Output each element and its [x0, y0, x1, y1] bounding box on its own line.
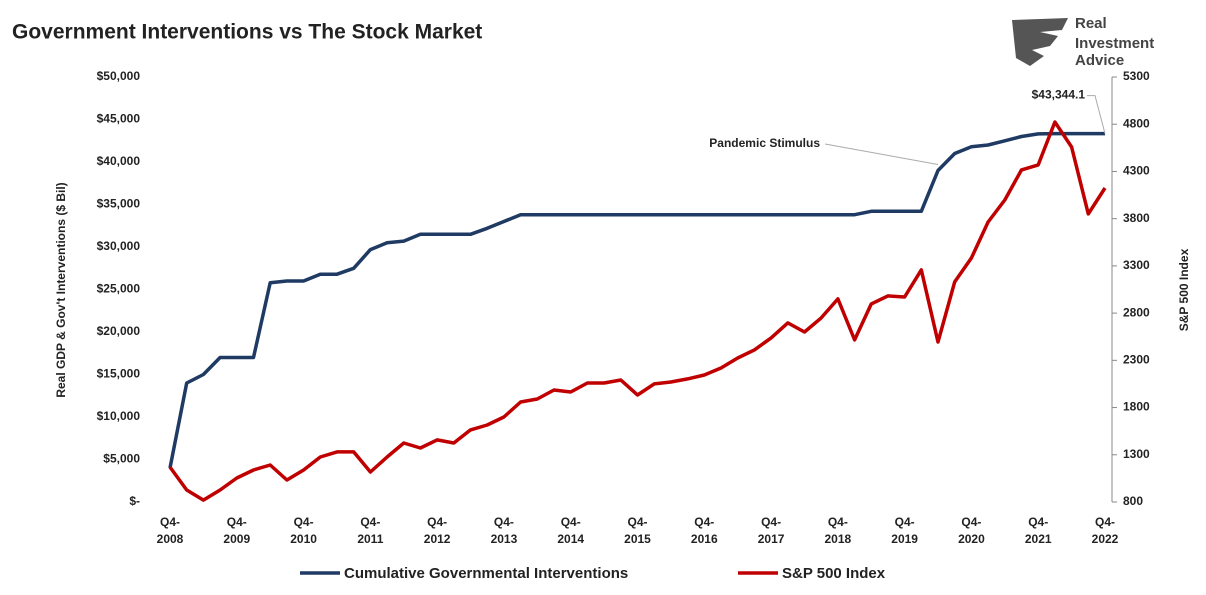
- x-tick-label-part: Q4-: [1095, 515, 1115, 529]
- x-tick-label-part: Q4-: [360, 515, 380, 529]
- x-tick-label-part: 2010: [290, 532, 317, 546]
- legend-label: Cumulative Governmental Interventions: [344, 565, 628, 582]
- x-tick-label-part: 2008: [157, 532, 184, 546]
- chart-title: Government Interventions vs The Stock Ma…: [12, 21, 482, 44]
- x-tick-label: Q4- 2018: [825, 515, 852, 546]
- x-tick-label: Q4- 2015: [624, 515, 651, 546]
- x-tick-label-part: Q4-: [227, 515, 247, 529]
- x-tick-label-part: 2019: [891, 532, 918, 546]
- x-tick-label-part: Q4-: [494, 515, 514, 529]
- annotation-leader: [824, 143, 939, 165]
- logo: Real Investment Advice: [1012, 15, 1154, 69]
- x-tick-label-part: Q4-: [694, 515, 714, 529]
- x-tick-label-part: Q4-: [961, 515, 981, 529]
- series-line: [168, 120, 1107, 502]
- x-tick-label-part: Q4-: [895, 515, 915, 529]
- y2-tick-label: 1300: [1123, 447, 1150, 461]
- x-tick-label: Q4- 2022: [1092, 515, 1119, 546]
- x-tick-label-part: Q4-: [561, 515, 581, 529]
- x-tick-label: Q4- 2021: [1025, 515, 1052, 546]
- x-tick-label: Q4- 2011: [357, 515, 383, 546]
- y-tick-label: $-: [129, 494, 140, 508]
- x-tick-label-part: 2009: [223, 532, 250, 546]
- series-line: [168, 131, 1105, 469]
- y2-tick-label: 3800: [1123, 211, 1150, 225]
- y2-tick-label: 1800: [1123, 400, 1150, 414]
- y2-tick-label: 2300: [1123, 353, 1150, 367]
- label-leader: [1087, 95, 1106, 134]
- x-tick-label: Q4- 2014: [557, 515, 584, 546]
- y2-tick-label: 3300: [1123, 258, 1150, 272]
- x-tick-label: Q4- 2008: [157, 515, 184, 546]
- logo-text: Investment: [1075, 35, 1154, 52]
- y-tick-label: $45,000: [97, 112, 141, 126]
- y-tick-label: $30,000: [97, 239, 141, 253]
- x-tick-label-part: 2022: [1092, 532, 1119, 546]
- x-tick-label-part: Q4-: [627, 515, 647, 529]
- y-tick-label: $40,000: [97, 154, 141, 168]
- x-tick-label-part: 2012: [424, 532, 451, 546]
- x-tick-label-part: Q4-: [1028, 515, 1048, 529]
- x-tick-label-part: 2011: [357, 532, 383, 546]
- y-tick-label: $10,000: [97, 409, 141, 423]
- x-tick-label-part: 2013: [491, 532, 518, 546]
- x-tick-label-part: Q4-: [294, 515, 314, 529]
- y-tick-label: $5,000: [103, 452, 140, 466]
- y-tick-label: $35,000: [97, 197, 141, 211]
- y-tick-label: $25,000: [97, 282, 141, 296]
- x-tick-label: Q4- 2010: [290, 515, 317, 546]
- y-tick-label: $50,000: [97, 69, 141, 83]
- x-tick-label-part: Q4-: [160, 515, 180, 529]
- x-tick-label-part: 2018: [825, 532, 852, 546]
- x-tick-label: Q4- 2013: [491, 515, 518, 546]
- y2-tick-label: 2800: [1123, 305, 1150, 319]
- y2-tick-label: 5300: [1123, 69, 1150, 83]
- y-tick-label: $20,000: [97, 324, 141, 338]
- x-tick-label: Q4- 2017: [758, 515, 785, 546]
- x-tick-label-part: Q4-: [761, 515, 781, 529]
- logo-text: Advice: [1075, 52, 1124, 69]
- legend-label: S&P 500 Index: [782, 565, 886, 582]
- x-tick-label-part: 2015: [624, 532, 651, 546]
- logo-text: Real: [1075, 15, 1107, 32]
- y2-tick-label: 4300: [1123, 164, 1150, 178]
- y-axis-label: Real GDP & Gov't Interventions ($ Bil): [54, 182, 68, 397]
- y-tick-label: $15,000: [97, 367, 141, 381]
- x-tick-label: Q4- 2016: [691, 515, 718, 546]
- x-tick-label-part: Q4-: [828, 515, 848, 529]
- x-tick-label-part: 2021: [1025, 532, 1052, 546]
- y2-tick-label: 800: [1123, 494, 1143, 508]
- x-tick-label-part: 2016: [691, 532, 718, 546]
- x-tick-label-part: 2017: [758, 532, 785, 546]
- x-tick-label: Q4- 2009: [223, 515, 250, 546]
- logo-icon: [1012, 18, 1068, 66]
- x-tick-label-part: Q4-: [427, 515, 447, 529]
- x-tick-label: Q4- 2019: [891, 515, 918, 546]
- x-tick-label: Q4- 2020: [958, 515, 985, 546]
- x-tick-label: Q4- 2012: [424, 515, 451, 546]
- y2-axis-label: S&P 500 Index: [1177, 248, 1191, 331]
- x-tick-label-part: 2020: [958, 532, 985, 546]
- y2-tick-label: 4800: [1123, 116, 1150, 130]
- value-label: $43,344.1: [1032, 88, 1086, 102]
- x-tick-label-part: 2014: [557, 532, 584, 546]
- annotation: Pandemic Stimulus: [709, 136, 820, 150]
